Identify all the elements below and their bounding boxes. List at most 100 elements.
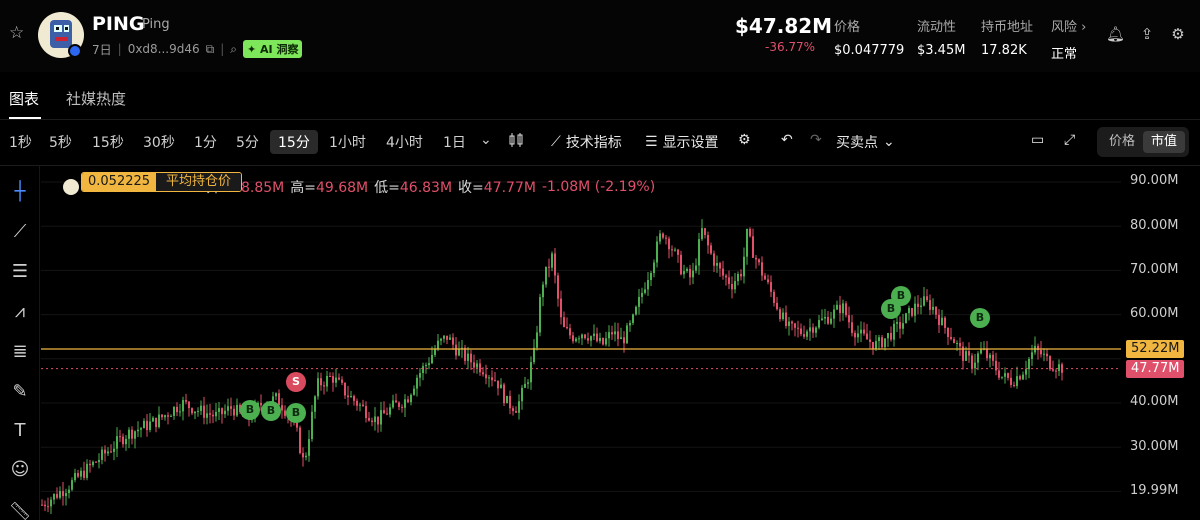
candle-body (179, 411, 181, 413)
candle-body (764, 275, 766, 280)
candle-body (524, 383, 526, 388)
sell-marker[interactable]: S (286, 372, 306, 392)
timeframe-5s[interactable]: 5秒 (49, 135, 72, 151)
search-icon[interactable]: ⌕ (230, 41, 237, 56)
mode-marketcap[interactable]: 市值 (1143, 131, 1186, 153)
candle-body (53, 493, 55, 500)
stat-value: $0.047779 (834, 43, 905, 58)
bell-plus-icon[interactable]: 🔔︎ (1106, 25, 1126, 43)
y-axis[interactable]: 90.00M 80.00M 70.00M 60.00M 40.00M 30.00… (1121, 166, 1200, 520)
candle-body (647, 280, 649, 290)
timeframe-1s[interactable]: 1秒 (9, 135, 32, 151)
candle-body (110, 451, 112, 453)
tab-social[interactable]: 社媒热度 (66, 90, 127, 108)
gear-icon[interactable]: ⚙ (738, 132, 751, 148)
timeframe-1m[interactable]: 1分 (194, 135, 217, 151)
candle-body (653, 262, 655, 274)
candle-body (341, 379, 343, 383)
candle-body (65, 493, 67, 497)
candle-body (701, 228, 703, 240)
candle-body (296, 421, 298, 428)
mode-price[interactable]: 价格 (1109, 134, 1136, 149)
fullscreen-icon[interactable]: ⤢ (1064, 132, 1076, 148)
buy-marker[interactable]: B (240, 400, 260, 420)
candle-body (380, 410, 382, 425)
candle-type-icon[interactable] (508, 132, 524, 148)
candle-body (155, 417, 157, 428)
layout-icon[interactable]: ▭ (1031, 132, 1045, 148)
candle-body (719, 263, 721, 269)
stat-price: 价格 $0.047779 (834, 16, 904, 58)
buy-marker[interactable]: B (261, 401, 281, 421)
candle-body (422, 366, 424, 374)
indicators-button[interactable]: ⟋ 技术指标 (551, 132, 622, 152)
candle-body (554, 253, 556, 276)
settings-icon[interactable]: ⚙ (1171, 25, 1185, 43)
candle-body (482, 372, 484, 375)
display-settings-button[interactable]: ☰ 显示设置 (645, 132, 719, 152)
candle-body (80, 470, 82, 477)
chevron-down-icon[interactable]: ⌄ (480, 132, 492, 148)
candle-body (347, 395, 349, 398)
candle-body (698, 239, 700, 266)
ruler-icon[interactable]: 📏︎ (8, 501, 32, 520)
candle-body (869, 339, 871, 342)
brush-icon[interactable]: ✎ (12, 381, 28, 402)
candle-body (902, 323, 904, 329)
candle-body (740, 273, 742, 277)
candle-body (434, 349, 436, 355)
candle-body (206, 413, 208, 418)
candle-body (920, 305, 922, 307)
buy-marker[interactable]: B (970, 308, 990, 328)
candle-body (584, 334, 586, 339)
candle-body (812, 327, 814, 333)
legend-high: 高=49.68M (290, 177, 368, 197)
timeframe-5m[interactable]: 5分 (236, 135, 259, 151)
candle-body (794, 323, 796, 328)
stat-value: $3.45M (917, 43, 966, 58)
candle-body (818, 320, 820, 328)
candle-body (152, 417, 154, 422)
candle-body (893, 323, 895, 340)
ai-insight-button[interactable]: ✦ AI 洞察 (243, 40, 303, 58)
trendline-icon[interactable]: ⟋ (13, 221, 27, 242)
timeframe-1d[interactable]: 1日 (443, 135, 466, 151)
candle-body (386, 413, 388, 415)
candle-body (680, 254, 682, 275)
text-icon[interactable]: T (14, 420, 26, 441)
candle-body (644, 289, 646, 293)
ai-insight-label: AI 洞察 (260, 43, 299, 56)
token-symbol: PING (92, 13, 145, 35)
buy-marker[interactable]: B (286, 403, 306, 423)
trade-points-button[interactable]: 买卖点 ⌄ (836, 132, 895, 152)
candlestick-chart[interactable]: PING · 15 · BASE 开=48.85M 高=49.68M 低=46.… (41, 166, 1121, 520)
fib-icon[interactable]: ≣ (12, 341, 28, 362)
redo-icon[interactable]: ↷ (810, 132, 822, 148)
candle-body (950, 336, 952, 340)
stat-value: 正常 (1051, 47, 1078, 62)
timeframe-15m[interactable]: 15分 (270, 130, 318, 154)
timeframe-4h[interactable]: 4小时 (386, 135, 423, 151)
stat-label: 价格 (834, 20, 861, 35)
stat-risk[interactable]: 风险 › 正常 (1051, 16, 1086, 62)
undo-icon[interactable]: ↶ (781, 132, 793, 148)
y-tick: 19.99M (1130, 483, 1179, 498)
chart-canvas (41, 181, 1121, 514)
tab-chart[interactable]: 图表 (9, 90, 40, 108)
emoji-icon[interactable]: ☺ (10, 459, 30, 480)
crosshair-icon[interactable]: ┼ (14, 181, 26, 202)
timeframe-15s[interactable]: 15秒 (92, 135, 124, 151)
star-icon[interactable]: ☆ (9, 23, 25, 43)
timeframe-30s[interactable]: 30秒 (143, 135, 175, 151)
copy-icon[interactable]: ⧉ (205, 41, 215, 56)
buy-marker[interactable]: B (891, 286, 911, 306)
horizontal-lines-icon[interactable]: ☰ (11, 261, 29, 282)
pattern-icon[interactable]: ⩘ (14, 301, 26, 322)
timeframe-1h[interactable]: 1小时 (329, 135, 366, 151)
candle-body (464, 347, 466, 361)
legend-low: 低=46.83M (374, 177, 452, 197)
share-icon[interactable]: ⇪ (1140, 25, 1154, 43)
candle-body (419, 373, 421, 378)
candle-body (572, 335, 574, 342)
candle-body (203, 405, 205, 418)
